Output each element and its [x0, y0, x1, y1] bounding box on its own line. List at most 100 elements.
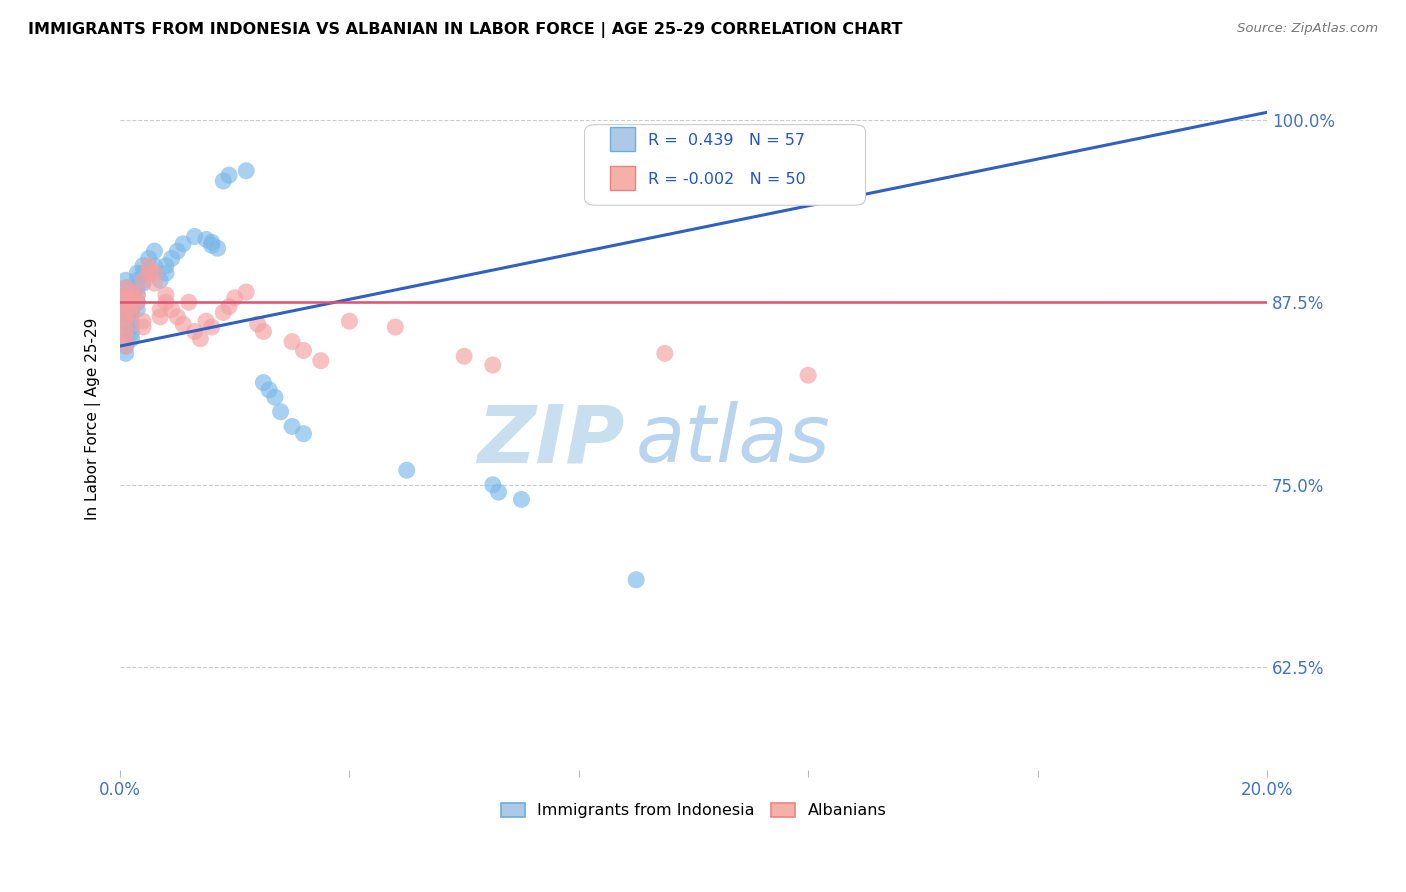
Point [212, 305, 235, 319]
Point [183, 325, 205, 339]
Point [257, 383, 280, 397]
Point [143, 277, 166, 291]
Text: IMMIGRANTS FROM INDONESIA VS ALBANIAN IN LABOR FORCE | AGE 25-29 CORRELATION CHA: IMMIGRANTS FROM INDONESIA VS ALBANIAN IN… [28, 22, 903, 38]
Point [138, 266, 160, 280]
Point [654, 346, 676, 360]
Point [127, 288, 149, 302]
Point [114, 280, 136, 294]
Point [201, 320, 224, 334]
Point [114, 288, 136, 302]
Point [127, 280, 149, 294]
Point [309, 353, 332, 368]
Text: R =  0.439   N = 57: R = 0.439 N = 57 [648, 133, 804, 148]
Text: Source: ZipAtlas.com: Source: ZipAtlas.com [1237, 22, 1378, 36]
Y-axis label: In Labor Force | Age 25-29: In Labor Force | Age 25-29 [86, 318, 101, 520]
FancyBboxPatch shape [610, 166, 636, 190]
Point [121, 332, 143, 346]
Point [121, 300, 143, 314]
Point [166, 244, 188, 259]
Point [121, 288, 143, 302]
Point [127, 266, 149, 280]
Point [270, 405, 292, 419]
Point [132, 266, 155, 280]
Point [172, 236, 194, 251]
Point [195, 314, 218, 328]
Point [114, 339, 136, 353]
Point [114, 346, 136, 360]
Point [121, 291, 143, 305]
Point [201, 235, 224, 250]
Point [121, 314, 143, 328]
Point [114, 288, 136, 302]
Point [488, 485, 510, 500]
Text: ZIP: ZIP [477, 401, 624, 479]
Point [252, 376, 274, 390]
Point [114, 302, 136, 317]
Point [188, 332, 211, 346]
Point [481, 358, 503, 372]
Text: atlas: atlas [636, 401, 831, 479]
Point [121, 305, 143, 319]
Point [201, 238, 224, 252]
Point [384, 320, 406, 334]
Point [177, 295, 200, 310]
Point [121, 305, 143, 319]
Point [114, 280, 136, 294]
Point [224, 291, 246, 305]
FancyBboxPatch shape [610, 127, 636, 152]
Point [138, 266, 160, 280]
Point [218, 168, 240, 182]
Point [281, 334, 304, 349]
Point [114, 339, 136, 353]
Point [624, 573, 647, 587]
Point [212, 174, 235, 188]
Point [143, 266, 166, 280]
Point [143, 259, 166, 273]
Point [114, 295, 136, 310]
Point [453, 349, 475, 363]
Point [127, 273, 149, 287]
Point [114, 325, 136, 339]
Point [292, 426, 315, 441]
Point [114, 317, 136, 331]
Point [155, 266, 177, 280]
Point [395, 463, 418, 477]
Point [246, 317, 269, 331]
Point [121, 320, 143, 334]
Point [149, 302, 172, 317]
Point [114, 273, 136, 287]
Point [281, 419, 304, 434]
Legend: Immigrants from Indonesia, Albanians: Immigrants from Indonesia, Albanians [495, 797, 893, 825]
Point [114, 302, 136, 317]
Point [138, 252, 160, 266]
Point [510, 492, 533, 507]
Point [292, 343, 315, 358]
Point [160, 252, 183, 266]
Point [172, 317, 194, 331]
Point [264, 390, 287, 404]
Point [138, 259, 160, 273]
Point [127, 288, 149, 302]
Point [114, 295, 136, 310]
Point [339, 314, 361, 328]
Point [114, 332, 136, 346]
Point [149, 310, 172, 324]
Point [155, 295, 177, 310]
Point [195, 232, 218, 246]
Point [114, 310, 136, 324]
Point [235, 285, 257, 299]
Point [114, 317, 136, 331]
FancyBboxPatch shape [585, 125, 866, 205]
Point [218, 300, 240, 314]
Point [160, 302, 183, 317]
Point [132, 314, 155, 328]
Point [155, 288, 177, 302]
Point [132, 320, 155, 334]
Point [114, 325, 136, 339]
Point [235, 163, 257, 178]
Point [127, 295, 149, 310]
Point [155, 259, 177, 273]
Point [481, 478, 503, 492]
Point [797, 368, 820, 383]
Point [121, 300, 143, 314]
